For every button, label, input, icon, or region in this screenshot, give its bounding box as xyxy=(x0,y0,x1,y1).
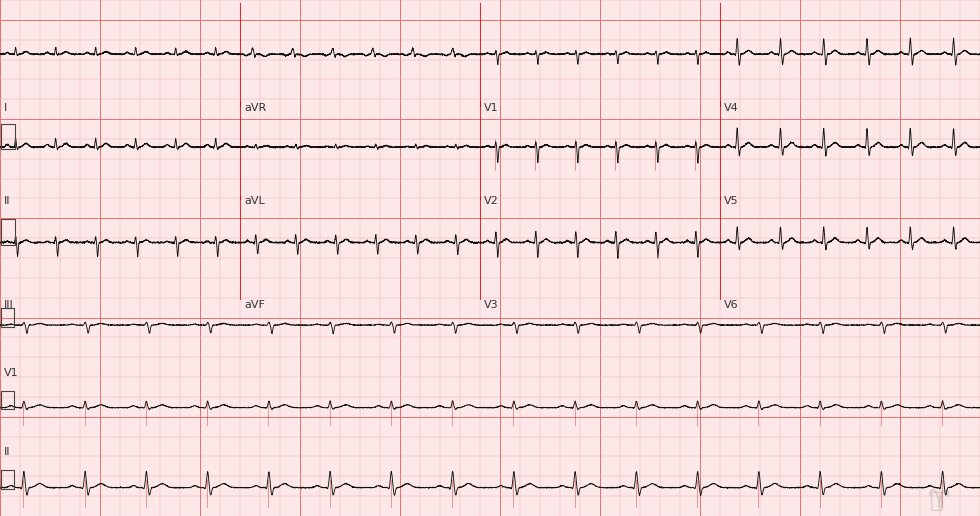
Bar xyxy=(1,219,15,245)
Text: V2: V2 xyxy=(484,196,499,206)
Text: aVR: aVR xyxy=(244,103,267,113)
Text: III: III xyxy=(4,299,14,310)
Text: ♈: ♈ xyxy=(928,490,950,513)
Text: V1: V1 xyxy=(484,103,499,113)
Text: II: II xyxy=(4,196,11,206)
Text: I: I xyxy=(4,103,7,113)
Bar xyxy=(1,470,14,489)
Text: II: II xyxy=(4,447,11,457)
Text: V1: V1 xyxy=(4,368,19,378)
Text: aVL: aVL xyxy=(244,196,265,206)
Bar xyxy=(1,392,14,409)
Text: 🐂: 🐂 xyxy=(930,491,944,510)
Bar xyxy=(1,308,14,327)
Text: V4: V4 xyxy=(724,103,739,113)
Text: V5: V5 xyxy=(724,196,739,206)
Text: aVF: aVF xyxy=(244,299,265,310)
Bar xyxy=(1,124,15,149)
Text: V3: V3 xyxy=(484,299,499,310)
Text: V6: V6 xyxy=(724,299,739,310)
